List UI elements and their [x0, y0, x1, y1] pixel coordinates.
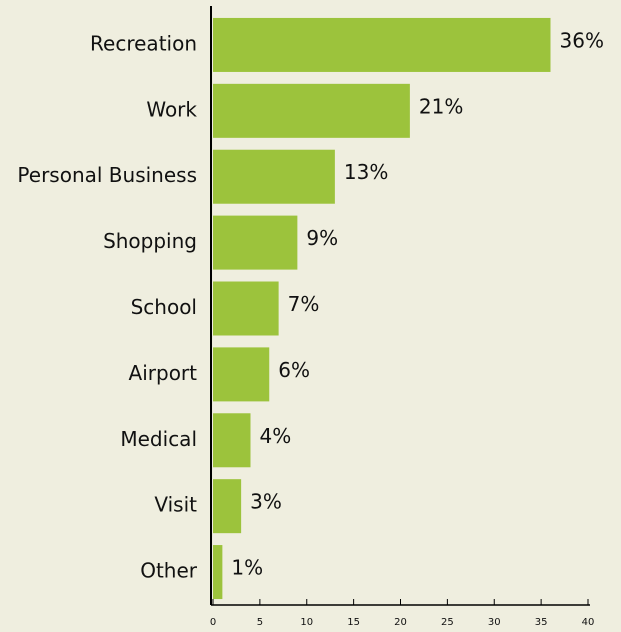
x-tick-label: 40 — [582, 617, 595, 628]
value-label: 1% — [231, 556, 263, 580]
bar — [213, 347, 270, 402]
bar — [213, 149, 335, 204]
category-label: Visit — [154, 493, 197, 517]
value-label: 4% — [260, 424, 292, 448]
x-tick-label: 35 — [535, 617, 548, 628]
value-label: 36% — [560, 28, 604, 52]
x-tick-label: 30 — [488, 617, 501, 628]
bar — [213, 413, 251, 468]
bar — [213, 215, 298, 270]
category-label: Medical — [120, 427, 197, 451]
bar — [213, 281, 279, 336]
x-tick-label: 0 — [210, 617, 216, 628]
value-label: 3% — [250, 490, 282, 514]
value-label: 21% — [419, 94, 463, 118]
category-label: Personal Business — [17, 163, 197, 187]
x-tick-label: 5 — [257, 617, 263, 628]
value-label: 6% — [278, 358, 310, 382]
bar — [213, 83, 410, 138]
x-tick-label: 20 — [394, 617, 407, 628]
value-label: 9% — [306, 226, 338, 250]
x-tick-label: 15 — [347, 617, 360, 628]
category-label: Airport — [129, 361, 198, 385]
bar — [213, 545, 223, 600]
value-label: 7% — [288, 292, 320, 316]
bar — [213, 17, 551, 72]
category-label: School — [131, 295, 197, 319]
category-label: Other — [140, 559, 198, 583]
x-tick-label: 25 — [441, 617, 454, 628]
category-label: Work — [146, 97, 197, 121]
category-label: Recreation — [90, 31, 197, 55]
category-label: Shopping — [103, 229, 197, 253]
bar — [213, 479, 242, 534]
x-tick-label: 10 — [300, 617, 313, 628]
value-label: 13% — [344, 160, 388, 184]
